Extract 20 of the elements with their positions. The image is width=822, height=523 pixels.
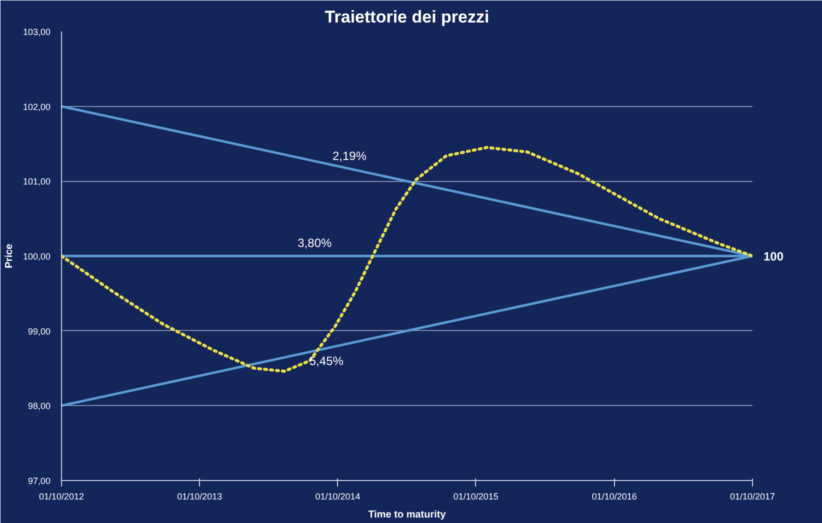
x-tick-label: 01/10/2016 <box>592 492 637 502</box>
annotation: 3,80% <box>298 236 332 250</box>
annotation: 5,45% <box>309 354 344 368</box>
x-tick-label: 01/10/2014 <box>315 492 360 502</box>
y-tick-label: 99,00 <box>28 326 51 336</box>
y-tick-label: 103,00 <box>22 27 51 37</box>
x-tick-label: 01/10/2012 <box>38 492 84 502</box>
y-tick-label: 98,00 <box>28 401 51 412</box>
y-tick-label: 102,00 <box>22 102 51 112</box>
x-tick-label: 01/10/2015 <box>453 492 498 502</box>
x-axis-title: Time to maturity <box>368 510 446 520</box>
x-tick-label: 01/10/2017 <box>730 492 776 502</box>
y-tick-label: 101,00 <box>22 176 51 187</box>
y-tick-label: 100,00 <box>22 252 51 262</box>
y-axis-title: Price <box>4 243 15 268</box>
x-tick-label: 01/10/2013 <box>177 492 222 502</box>
chart-title: Traiettorie dei prezzi <box>324 8 490 26</box>
annotation: 100 <box>764 250 784 264</box>
y-tick-label: 97,00 <box>28 476 51 486</box>
annotation: 2,19% <box>332 149 367 164</box>
